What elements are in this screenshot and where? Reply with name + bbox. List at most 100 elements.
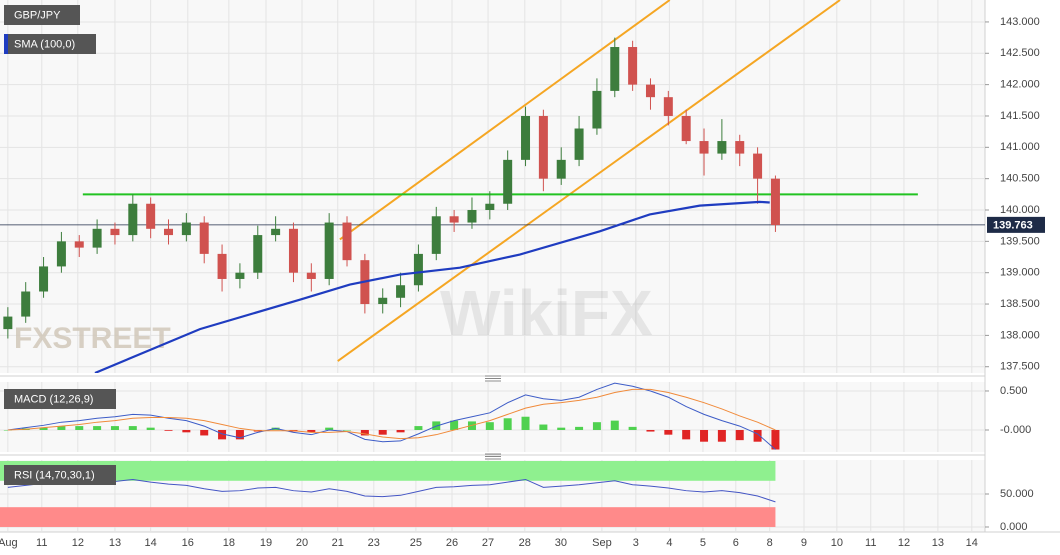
y-tick-label: 140.500 (1000, 173, 1040, 185)
candle-body (521, 115, 531, 160)
histogram-bar (146, 427, 155, 430)
x-tick-label: 3 (633, 537, 639, 549)
histogram-bar (218, 429, 227, 440)
axes: Aug 11 12 13 14 16 18 19 20 21 23 25 26 27 28 30 Sep 3 4 5 6… (0, 16, 1045, 549)
histogram-bar (3, 429, 12, 431)
trend-line (337, 0, 841, 362)
instrument-label: GBP/JPY (14, 9, 61, 21)
y-tick-label: 139.500 (1000, 235, 1040, 247)
histogram-bar (592, 422, 601, 430)
legend-label: SMA (100,0) (14, 38, 75, 50)
x-tick-label: 27 (482, 537, 494, 549)
candle-body (146, 203, 156, 229)
histogram-bar (396, 429, 405, 433)
histogram-bar (539, 424, 548, 430)
watermarks: FXSTREET WikiFX (14, 277, 653, 355)
x-tick-label: 12 (72, 537, 84, 549)
candle-body (753, 153, 763, 179)
histogram-bar (557, 427, 566, 430)
candle-body (717, 141, 727, 154)
x-tick-label: 16 (182, 537, 194, 549)
candle-body (628, 47, 638, 85)
x-tick-label: 19 (260, 537, 272, 549)
indicator-label: MACD (12,26,9) (14, 393, 93, 405)
histogram-bar (717, 429, 726, 442)
candle-body (324, 222, 334, 279)
x-tick-label: 25 (410, 537, 422, 549)
indicator-line (7, 478, 776, 503)
legend-box (4, 465, 116, 485)
macd-panel (0, 382, 985, 452)
drag-handle[interactable] (485, 375, 501, 382)
y-tick-label: 143.000 (1000, 16, 1040, 28)
candle-body (770, 178, 780, 226)
candle-body (592, 90, 602, 129)
histogram-bar (414, 426, 423, 430)
histogram-bar (164, 429, 173, 431)
candle-body (253, 235, 263, 273)
candle-body (39, 266, 49, 292)
y-tick-label: 0.500 (1000, 385, 1028, 397)
candle-body (413, 253, 423, 286)
x-tick-label: 10 (831, 537, 843, 549)
candle-body (74, 241, 84, 248)
histogram-bar (771, 429, 780, 450)
x-tick-label: 18 (223, 537, 235, 549)
y-tick-label: -0.000 (1000, 424, 1031, 436)
histogram-bar (360, 429, 369, 436)
candle-body (164, 228, 174, 236)
x-tick-label: 11 (36, 537, 47, 549)
legend-box (4, 389, 116, 409)
candle-body (306, 272, 316, 279)
x-tick-label: 13 (109, 537, 121, 549)
histogram-bar (664, 429, 673, 435)
candle-body (378, 297, 388, 305)
x-tick-label: 6 (733, 537, 739, 549)
y-tick-label: 139.000 (1000, 267, 1040, 279)
x-tick-label: 4 (666, 537, 672, 549)
candle-body (574, 128, 584, 160)
last-price-tag (987, 216, 1045, 233)
y-tick-label: 137.500 (1000, 361, 1040, 373)
y-tick-label: 0.000 (1000, 521, 1028, 533)
x-tick-label: 21 (332, 537, 344, 549)
histogram-bar (128, 426, 137, 430)
last-price-label: 139.763 (993, 219, 1033, 231)
x-tick-label: 9 (801, 537, 807, 549)
histogram-bar (325, 427, 334, 430)
histogram-bar (110, 426, 119, 430)
candle-body (735, 141, 745, 154)
x-tick-label: 26 (446, 537, 458, 549)
drag-handle[interactable] (485, 453, 501, 460)
x-tick-label: 23 (368, 537, 380, 549)
y-tick-label: 142.500 (1000, 47, 1040, 59)
candle-body (92, 228, 102, 248)
x-tick-label: 12 (898, 537, 910, 549)
candle-body (467, 210, 477, 223)
candle-body (699, 141, 709, 154)
sma-line (94, 200, 770, 373)
candle-body (21, 291, 31, 317)
candle-body (485, 203, 495, 211)
price-panel (0, 0, 985, 373)
histogram-bar (57, 426, 66, 430)
candle-body (217, 253, 227, 279)
histogram-bar (235, 429, 244, 440)
histogram-bar (485, 422, 494, 430)
y-tick-label: 140.000 (1000, 204, 1040, 216)
histogram-bar (628, 426, 637, 430)
candle-body (235, 272, 245, 279)
candle-body (449, 216, 459, 223)
rsi-band (0, 460, 776, 481)
candle-body (431, 216, 441, 254)
x-tick-label: 20 (296, 537, 308, 549)
x-tick-label: Aug (0, 537, 18, 549)
histogram-bar (682, 429, 691, 440)
histogram-bar (575, 426, 584, 430)
histogram-bar (182, 429, 191, 433)
histogram-bar (735, 429, 744, 441)
candle-body (556, 159, 566, 179)
price-plot (0, 0, 985, 373)
x-tick-label: 14 (966, 537, 978, 549)
